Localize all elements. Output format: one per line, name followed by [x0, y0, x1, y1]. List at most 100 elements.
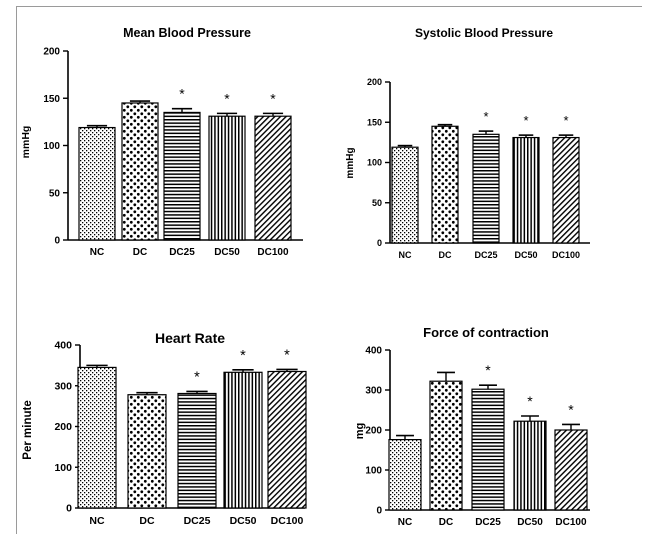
x-tick-label: DC50: [514, 250, 537, 260]
y-tick-label: 300: [54, 380, 72, 392]
bars: [77, 366, 307, 509]
bar-dc25: [177, 392, 217, 509]
bar-dc50: [512, 136, 540, 244]
y-ticks: 0 100 200 300 400: [365, 346, 390, 517]
bars: [78, 102, 292, 241]
bar-dc: [121, 102, 159, 241]
x-tick-labels: NC DC DC25 DC50 DC100: [89, 515, 303, 527]
bar-dc: [431, 125, 459, 244]
x-tick-label: DC: [439, 250, 452, 260]
x-tick-label: DC50: [517, 517, 543, 528]
y-ticks: 0 50 100 150 200: [367, 77, 390, 248]
significance-asterisk: *: [483, 109, 488, 124]
significance-asterisk: *: [523, 113, 528, 128]
bar-nc: [77, 366, 117, 509]
significance-marks: * * *: [485, 362, 574, 417]
y-tick-label: 200: [54, 421, 72, 433]
bar-nc: [78, 126, 116, 241]
y-ticks: 0 100 200 300 400: [54, 340, 80, 515]
significance-asterisk: *: [485, 362, 491, 378]
x-tick-label: DC100: [257, 247, 289, 258]
bar-nc: [388, 439, 422, 511]
x-tick-label: DC50: [230, 515, 257, 527]
x-tick-label: DC50: [214, 247, 240, 258]
x-tick-label: DC100: [552, 250, 580, 260]
bar-dc100: [267, 370, 307, 509]
bar-dc100: [554, 429, 588, 511]
chart-title: Heart Rate: [155, 330, 225, 346]
x-tick-labels: NC DC DC25 DC50 DC100: [398, 517, 587, 528]
x-tick-label: NC: [89, 515, 105, 527]
significance-asterisk: *: [194, 369, 200, 385]
bar-dc25: [471, 388, 505, 511]
y-tick-label: 200: [365, 426, 382, 437]
significance-asterisk: *: [224, 90, 230, 106]
chart-title: Mean Blood Pressure: [123, 26, 251, 40]
bars: [391, 125, 580, 244]
bar-dc50: [223, 371, 263, 509]
y-axis-label: mg: [354, 423, 366, 440]
y-tick-label: 100: [367, 158, 382, 168]
error-bars: [397, 123, 574, 148]
bar-dc25: [163, 111, 201, 241]
x-tick-labels: NC DC DC25 DC50 DC100: [399, 250, 581, 260]
chart-title: Systolic Blood Pressure: [415, 26, 553, 40]
x-tick-label: DC100: [555, 517, 587, 528]
y-tick-label: 200: [43, 47, 60, 58]
error-bars: [396, 371, 580, 440]
significance-asterisk: *: [284, 347, 290, 363]
bar-nc: [391, 146, 419, 244]
y-tick-label: 100: [365, 466, 382, 477]
y-ticks: 0 50 100 150 200: [43, 47, 68, 247]
x-tick-labels: NC DC DC25 DC50 DC100: [90, 247, 289, 258]
x-tick-label: DC25: [475, 517, 501, 528]
chart-systolic-blood-pressure: Systolic Blood Pressure mmHg 0 50 100 150 20…: [345, 26, 590, 260]
y-tick-label: 200: [367, 77, 382, 87]
y-tick-label: 300: [365, 386, 382, 397]
bar-dc25: [472, 133, 500, 244]
significance-asterisk: *: [563, 113, 568, 128]
significance-marks: * * *: [179, 86, 276, 107]
error-bars: [86, 364, 298, 395]
significance-asterisk: *: [568, 401, 574, 417]
y-tick-label: 100: [43, 141, 60, 152]
y-tick-label: 150: [43, 94, 60, 105]
x-tick-label: DC: [439, 517, 453, 528]
significance-asterisk: *: [240, 348, 246, 364]
chart-heart-rate: Heart Rate Per minute 0 100 200 300 400 * * * …: [22, 330, 307, 527]
y-tick-label: 150: [367, 117, 382, 127]
y-axis-label: mmHg: [20, 126, 32, 159]
y-axis-label: Per minute: [22, 400, 34, 459]
bar-dc100: [552, 136, 580, 244]
x-tick-label: NC: [90, 247, 104, 258]
bar-dc: [127, 394, 167, 509]
y-tick-label: 400: [365, 346, 382, 357]
x-tick-label: DC: [139, 515, 155, 527]
y-tick-label: 0: [54, 236, 60, 247]
y-tick-label: 50: [49, 188, 61, 199]
y-tick-label: 0: [66, 503, 72, 515]
chart-title: Force of contraction: [423, 325, 549, 340]
y-tick-label: 0: [377, 238, 382, 248]
y-axis-label: mmHg: [345, 147, 356, 178]
x-tick-label: DC25: [169, 247, 195, 258]
significance-asterisk: *: [179, 86, 185, 102]
x-tick-label: NC: [398, 517, 412, 528]
y-tick-label: 50: [372, 198, 382, 208]
y-tick-label: 0: [376, 506, 382, 517]
x-tick-label: DC100: [271, 515, 304, 527]
bar-dc100: [254, 115, 292, 241]
significance-asterisk: *: [527, 393, 533, 409]
bar-dc: [429, 380, 463, 511]
y-tick-label: 400: [54, 340, 72, 352]
figure-frame: [16, 6, 642, 534]
significance-asterisk: *: [270, 90, 276, 106]
x-tick-label: DC25: [474, 250, 497, 260]
x-tick-label: NC: [399, 250, 412, 260]
error-bars: [86, 100, 284, 128]
bar-dc50: [208, 115, 246, 241]
x-tick-label: DC25: [184, 515, 211, 527]
bars: [388, 380, 588, 511]
